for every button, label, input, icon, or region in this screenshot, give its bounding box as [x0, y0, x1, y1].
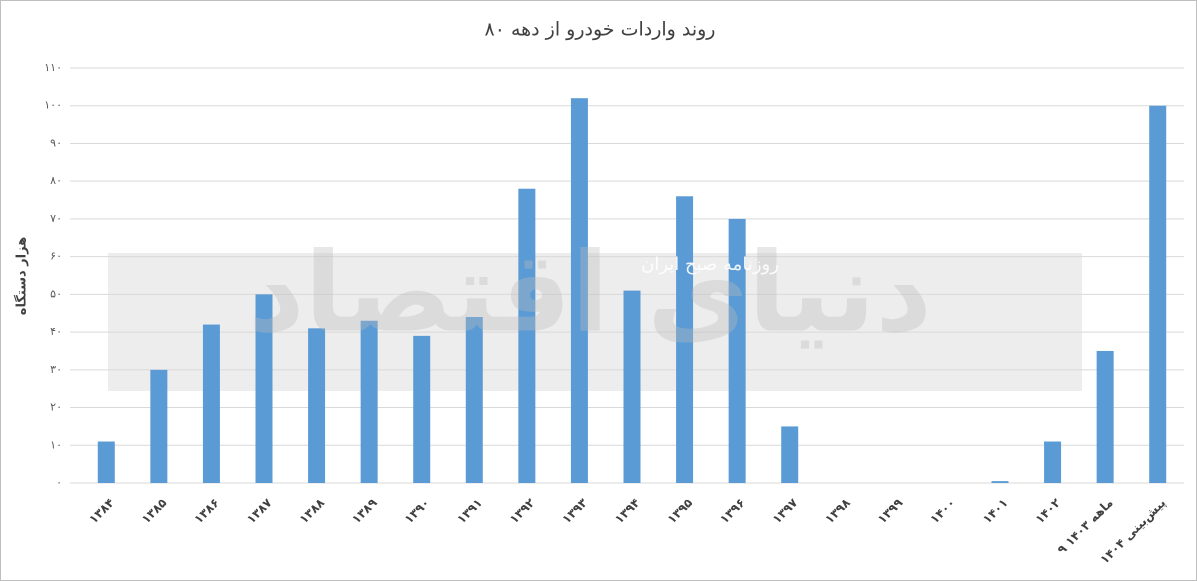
watermark-text: روزنامه صبح ایران — [641, 254, 779, 275]
bar — [676, 196, 694, 484]
watermark-logo: دنیای اقتصاد — [248, 228, 932, 356]
bar — [1149, 105, 1167, 484]
bar — [781, 426, 799, 483]
y-tick-label: ۲۰ — [50, 401, 62, 414]
bar — [728, 218, 746, 483]
y-tick-label: ۷۰ — [50, 212, 62, 225]
y-tick-label: ۴۰ — [50, 325, 62, 338]
y-tick-label: ۸۰ — [50, 174, 62, 187]
bar — [1044, 441, 1062, 483]
bar — [202, 324, 220, 483]
bar — [1096, 350, 1114, 483]
bar — [413, 335, 431, 483]
bar — [97, 441, 115, 483]
y-tick-label: ۱۰۰ — [44, 99, 62, 112]
y-tick-label: ۹۰ — [50, 136, 62, 149]
y-tick-label: ۶۰ — [50, 250, 62, 263]
y-tick-label: ۳۰ — [50, 363, 62, 376]
bar — [518, 188, 536, 483]
y-axis-label: هزار دستگاه — [14, 237, 30, 315]
y-tick-label: ۱۱۰ — [44, 61, 62, 74]
y-tick-label: ۰ — [56, 476, 62, 489]
y-tick-label: ۵۰ — [50, 287, 62, 300]
chart-title: روند واردات خودرو از دهه ۸۰ — [485, 19, 716, 41]
bar — [465, 317, 483, 483]
bar — [308, 328, 326, 483]
bar — [623, 290, 641, 483]
y-tick-label: ۱۰ — [50, 438, 62, 451]
bar — [360, 320, 378, 483]
bar — [255, 294, 273, 483]
bar — [150, 369, 168, 483]
bar — [991, 481, 1009, 483]
bar — [570, 98, 588, 483]
